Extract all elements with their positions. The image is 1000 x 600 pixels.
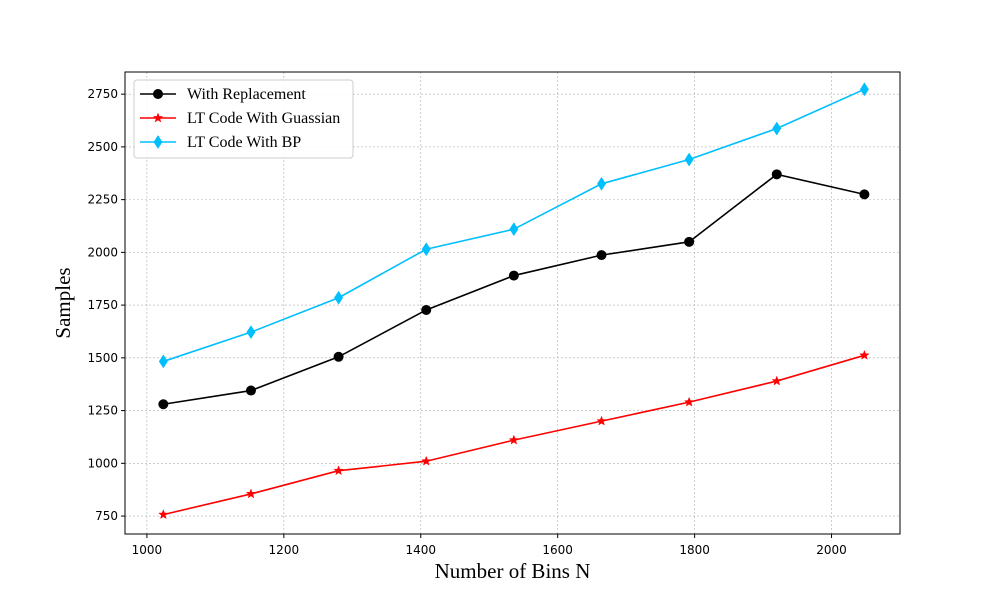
- y-tick-label: 750: [95, 509, 118, 523]
- data-point: [596, 415, 607, 426]
- legend-marker: [153, 89, 163, 99]
- data-point: [421, 242, 431, 257]
- data-point: [245, 488, 257, 499]
- data-point: [421, 304, 432, 315]
- legend-item: LT Code With BP: [140, 134, 301, 151]
- plot-area-frame: [124, 71, 901, 535]
- data-point: [684, 236, 695, 247]
- legend-marker: [152, 112, 164, 123]
- data-point: [596, 250, 607, 261]
- data-point: [333, 351, 344, 362]
- data-point: [859, 82, 869, 97]
- x-tick-label: 1200: [269, 543, 300, 557]
- data-point: [771, 375, 783, 386]
- legend-label: With Replacement: [187, 86, 306, 103]
- x-tick-label: 1000: [132, 543, 163, 557]
- legend-label: LT Code With BP: [187, 134, 301, 151]
- y-tick-label: 2500: [87, 140, 118, 154]
- legend-box: [133, 79, 354, 159]
- data-point: [772, 121, 782, 136]
- series-line: [163, 173, 865, 406]
- data-point: [684, 152, 694, 167]
- series-group: [158, 82, 870, 520]
- data-point: [245, 385, 256, 396]
- data-point: [771, 169, 782, 180]
- y-tick-label: 1250: [87, 404, 118, 418]
- legend: With Replacement LT Code With Guassian LT …: [133, 79, 354, 159]
- y-axis-title: Samples: [51, 267, 75, 338]
- series-3: [158, 82, 869, 369]
- x-axis-title: Number of Bins N: [435, 559, 591, 583]
- data-point: [158, 354, 168, 369]
- data-point: [508, 434, 520, 445]
- y-tick-label: 1000: [87, 456, 118, 470]
- data-point: [334, 290, 344, 305]
- data-point: [859, 189, 870, 200]
- x-tick-label: 2000: [816, 543, 847, 557]
- data-point: [859, 349, 870, 360]
- data-point: [597, 176, 606, 191]
- y-tick-label: 2750: [87, 87, 118, 101]
- y-tick-label: 1500: [87, 351, 118, 365]
- legend-item: With Replacement: [140, 86, 306, 103]
- x-tick-label: 1800: [679, 543, 710, 557]
- data-point: [683, 396, 695, 407]
- data-point: [420, 455, 432, 466]
- legend-marker: [153, 135, 163, 149]
- data-point: [246, 325, 256, 340]
- axis-ticks: 1000 1200 1400 1600 1800 2000 750 1000 1250 1500 1…: [87, 87, 846, 557]
- x-tick-label: 1400: [405, 543, 436, 557]
- legend-item: LT Code With Guassian: [140, 110, 340, 127]
- series-1: [158, 169, 870, 410]
- legend-label: LT Code With Guassian: [187, 110, 340, 127]
- data-point: [509, 222, 519, 237]
- data-point: [333, 465, 344, 476]
- y-tick-label: 2250: [87, 193, 118, 207]
- data-point: [158, 509, 169, 520]
- series-2: [158, 349, 870, 520]
- y-tick-label: 1750: [87, 298, 118, 312]
- y-tick-label: 2000: [87, 245, 118, 259]
- data-point: [508, 270, 519, 281]
- x-tick-label: 1600: [542, 543, 573, 557]
- data-point: [158, 399, 169, 410]
